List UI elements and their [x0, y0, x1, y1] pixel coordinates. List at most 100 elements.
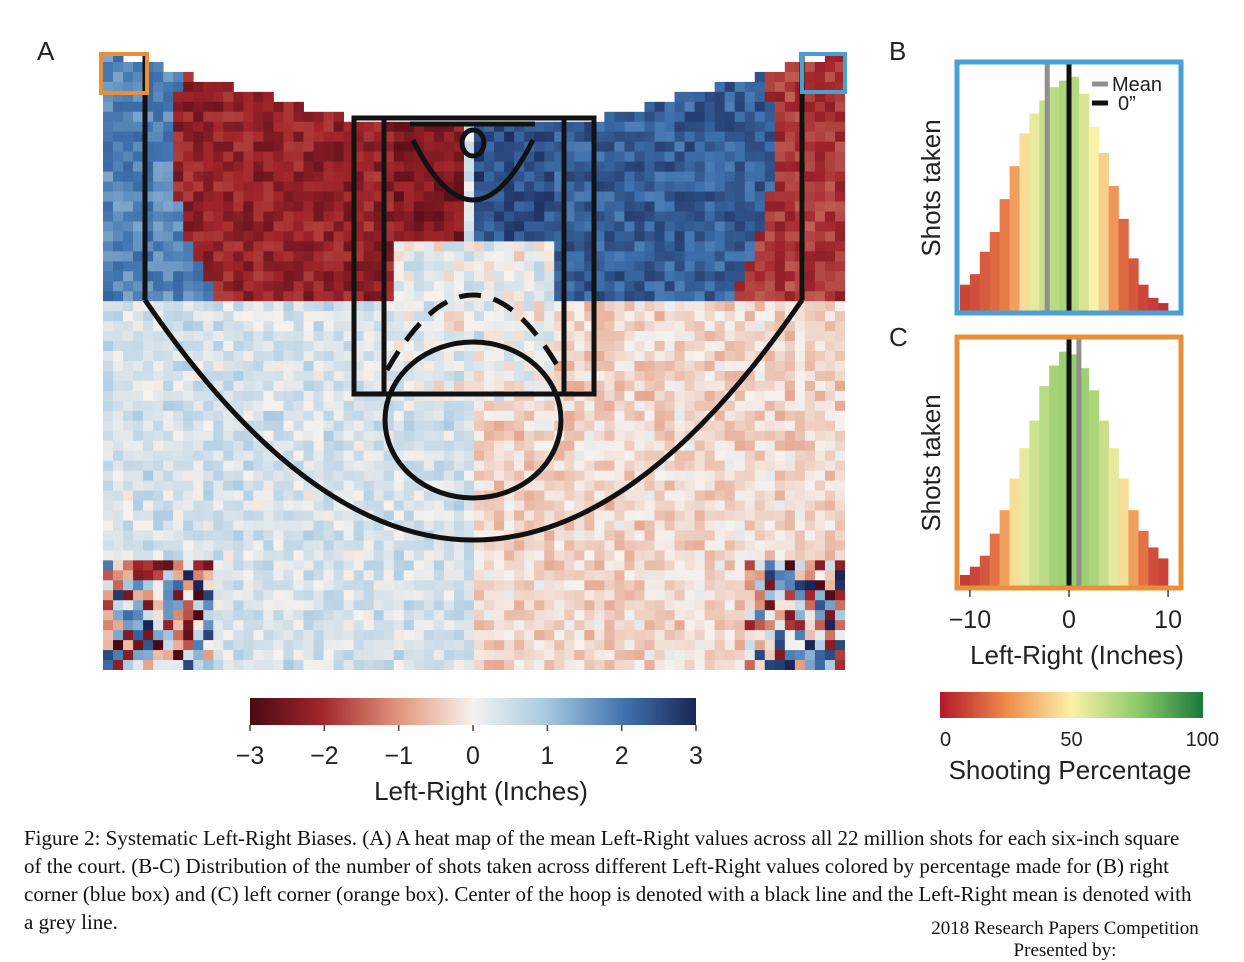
heatmap-cell — [303, 420, 314, 432]
heatmap-cell — [143, 390, 154, 402]
heatmap-cell — [193, 570, 204, 581]
heatmap-cell — [574, 321, 585, 332]
heatmap-cell — [403, 480, 415, 491]
heatmap-cell — [173, 271, 184, 282]
heatmap-cell — [383, 610, 395, 621]
heatmap-cell — [804, 600, 816, 611]
heatmap-cell — [484, 231, 495, 242]
heatmap-cell — [173, 351, 184, 362]
heatmap-cell — [463, 520, 475, 531]
heatmap-cell — [343, 201, 355, 212]
heatmap-cell — [133, 610, 144, 621]
heatmap-cell — [594, 560, 605, 571]
heatmap-cell — [313, 171, 324, 182]
heatmap-cell — [504, 221, 515, 232]
heatmap-cell — [413, 181, 425, 192]
heatmap-cell — [614, 301, 625, 312]
heatmap-cell — [774, 231, 786, 242]
heatmap-cell — [674, 380, 685, 392]
heatmap-cell — [814, 530, 826, 541]
heatmap-cell — [203, 311, 214, 322]
heatmap-cell — [494, 460, 505, 472]
heatmap-cell — [123, 161, 134, 173]
heatmap-cell — [333, 361, 345, 372]
heatmap-cell — [574, 161, 585, 173]
heatmap-cell — [534, 600, 545, 611]
heatmap-cell — [494, 311, 505, 322]
heatmap-cell — [664, 231, 675, 242]
heatmap-cell — [413, 510, 425, 521]
heatmap-cell — [343, 151, 355, 163]
heatmap-cell — [203, 540, 214, 551]
heatmap-cell — [133, 331, 144, 342]
heatmap-cell — [223, 570, 234, 581]
heatmap-cell — [223, 281, 234, 292]
heatmap-cell — [183, 510, 194, 521]
heatmap-cell — [313, 241, 324, 252]
heatmap-cell — [754, 570, 766, 581]
heatmap-cell — [524, 211, 535, 222]
heatmap-cell — [183, 201, 194, 212]
heatmap-cell — [804, 91, 816, 103]
heatmap-cell — [504, 201, 515, 212]
heatmap-cell — [494, 151, 505, 163]
heatmap-cell — [113, 410, 124, 422]
heatmap-cell — [774, 161, 786, 173]
heatmap-cell — [233, 550, 244, 561]
heatmap-cell — [574, 131, 585, 143]
heatmap-cell — [834, 490, 845, 501]
heatmap-cell — [133, 211, 144, 222]
heatmap-cell — [133, 470, 144, 482]
heatmap-cell — [463, 301, 475, 312]
heatmap-cell — [153, 321, 164, 332]
heatmap-cell — [654, 380, 665, 392]
heatmap-cell — [303, 341, 314, 352]
heatmap-cell — [534, 650, 545, 661]
heatmap-cell — [223, 420, 234, 432]
heatmap-cell — [764, 321, 776, 332]
heatmap-cell — [113, 111, 124, 123]
heatmap-cell — [774, 550, 786, 561]
heatmap-cell — [323, 321, 335, 332]
heatmap-cell — [323, 430, 335, 442]
heatmap-cell — [684, 151, 695, 163]
heatmap-cell — [714, 261, 726, 272]
heatmap-cell — [814, 261, 826, 272]
heatmap-cell — [474, 430, 485, 442]
heatmap-cell — [674, 590, 685, 601]
heatmap-cell — [113, 341, 124, 352]
heatmap-cell — [744, 420, 756, 432]
heatmap-cell — [524, 261, 535, 272]
heatmap-cell — [193, 600, 204, 611]
heatmap-cell — [644, 590, 655, 601]
heatmap-cell — [594, 380, 605, 392]
heatmap-cell — [233, 600, 244, 611]
heatmap-cell — [734, 271, 746, 282]
heatmap-cell — [534, 141, 545, 153]
heatmap-cell — [123, 341, 134, 352]
heatmap-cell — [834, 291, 845, 302]
heatmap-cell — [734, 131, 746, 143]
heatmap-cell — [383, 231, 395, 242]
heatmap-cell — [183, 181, 194, 192]
heatmap-cell — [524, 570, 535, 581]
heatmap-cell — [564, 151, 575, 163]
heatmap-cell — [524, 351, 535, 362]
heatmap-cell — [333, 490, 345, 501]
heatmap-cell — [193, 410, 204, 422]
heatmap-cell — [343, 191, 355, 202]
heatmap-cell — [724, 500, 736, 511]
heatmap-cell — [403, 321, 415, 332]
heatmap-cell — [323, 610, 335, 621]
heatmap-cell — [644, 560, 655, 571]
heatmap-cell — [333, 530, 345, 541]
heatmap-cell — [584, 450, 595, 462]
heatmap-cell — [123, 660, 134, 670]
heatmap-cell — [173, 331, 184, 342]
heatmap-cell — [494, 580, 505, 591]
heatmap-cell — [614, 480, 625, 491]
heatmap-cell — [313, 410, 324, 422]
heatmap-cell — [544, 660, 555, 670]
heatmap-cell — [363, 291, 375, 302]
heatmap-cell — [293, 400, 304, 412]
